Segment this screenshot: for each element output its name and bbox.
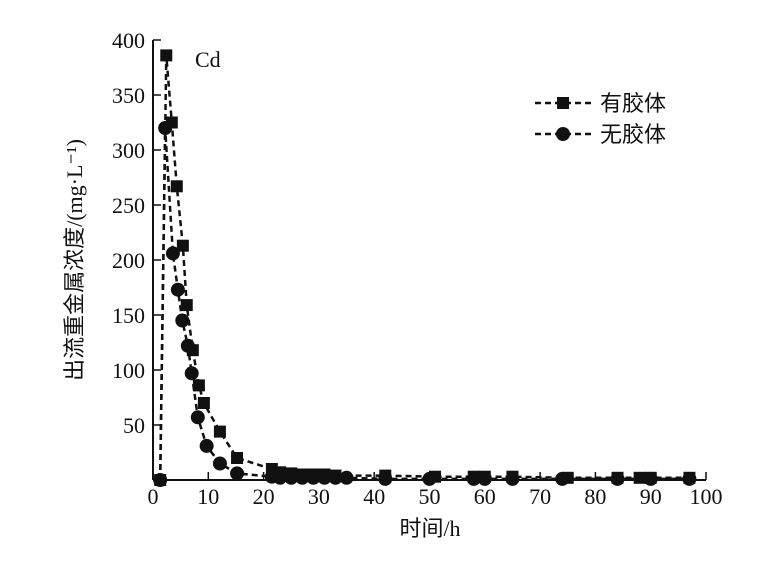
data-point bbox=[505, 471, 520, 486]
data-point bbox=[190, 410, 205, 425]
series-line bbox=[158, 55, 690, 481]
y-tick-label: 400 bbox=[112, 28, 145, 53]
x-tick-label: 80 bbox=[584, 484, 606, 509]
x-tick-label: 100 bbox=[690, 484, 723, 509]
y-tick-label: 100 bbox=[112, 358, 145, 383]
data-point bbox=[317, 470, 332, 485]
data-point bbox=[170, 180, 183, 193]
data-point bbox=[160, 49, 173, 62]
data-point bbox=[284, 470, 299, 485]
data-point bbox=[610, 471, 625, 486]
y-tick-label: 200 bbox=[112, 248, 145, 273]
y-tick-label: 350 bbox=[112, 83, 145, 108]
x-tick-label: 30 bbox=[308, 484, 330, 509]
data-point bbox=[165, 246, 180, 261]
legend-label: 无胶体 bbox=[600, 122, 666, 147]
data-point bbox=[477, 471, 492, 486]
data-point bbox=[555, 471, 570, 486]
series-line bbox=[158, 127, 690, 481]
data-point bbox=[180, 338, 195, 353]
data-point bbox=[682, 471, 697, 486]
data-point bbox=[213, 425, 226, 438]
data-point bbox=[633, 471, 646, 484]
data-point bbox=[231, 452, 244, 464]
data-point bbox=[192, 379, 205, 392]
x-tick-label: 0 bbox=[148, 484, 159, 509]
y-tick-label: 300 bbox=[112, 138, 145, 163]
x-tick-label: 60 bbox=[474, 484, 496, 509]
y-tick-label: 150 bbox=[112, 303, 145, 328]
legend-label: 有胶体 bbox=[600, 91, 666, 116]
data-point bbox=[643, 471, 658, 486]
data-point bbox=[230, 466, 245, 481]
x-tick-label: 70 bbox=[529, 484, 551, 509]
x-tick-label: 50 bbox=[419, 484, 441, 509]
data-point bbox=[170, 282, 185, 297]
data-point bbox=[158, 121, 173, 135]
data-point bbox=[295, 470, 310, 485]
x-tick-label: 40 bbox=[363, 484, 385, 509]
annotation-cd: Cd bbox=[195, 47, 221, 72]
data-point bbox=[306, 470, 321, 485]
data-point bbox=[176, 239, 189, 252]
legend-marker bbox=[556, 127, 570, 141]
x-tick-label: 10 bbox=[197, 484, 219, 509]
data-point bbox=[175, 313, 190, 328]
legend-marker bbox=[557, 97, 569, 109]
data-point bbox=[197, 397, 210, 409]
x-tick-label: 20 bbox=[253, 484, 275, 509]
data-point bbox=[273, 470, 288, 485]
y-axis-label: 出流重金属浓度/(mg·L⁻¹) bbox=[62, 139, 87, 381]
data-point bbox=[199, 438, 214, 453]
data-point bbox=[184, 366, 199, 381]
data-point bbox=[378, 471, 393, 486]
y-tick-label: 250 bbox=[112, 193, 145, 218]
data-point bbox=[339, 470, 354, 485]
y-tick-label: 50 bbox=[123, 413, 145, 438]
x-tick-label: 90 bbox=[640, 484, 662, 509]
data-point bbox=[153, 473, 168, 487]
data-point bbox=[466, 471, 481, 486]
x-axis-label: 时间/h bbox=[399, 516, 460, 541]
data-point bbox=[212, 456, 227, 471]
data-point bbox=[422, 471, 437, 486]
data-point bbox=[328, 470, 343, 485]
series-circle bbox=[153, 121, 697, 487]
data-point bbox=[180, 299, 193, 312]
